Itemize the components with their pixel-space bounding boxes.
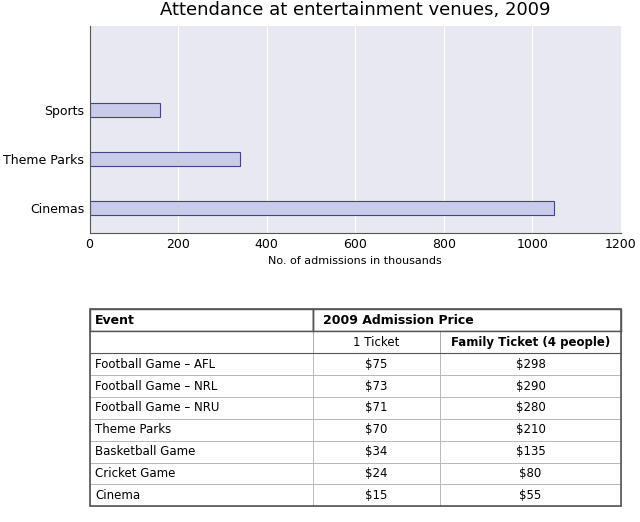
Bar (313, 375, 440, 397)
Text: $135: $135 (516, 445, 545, 458)
Text: Basketball Game: Basketball Game (95, 445, 195, 458)
Text: $298: $298 (516, 358, 545, 371)
Text: Cricket Game: Cricket Game (95, 467, 175, 480)
Bar (313, 331, 440, 353)
Bar (440, 462, 621, 484)
Text: Football Game – NRU: Football Game – NRU (95, 401, 220, 414)
Bar (440, 397, 621, 419)
Bar (440, 419, 621, 441)
Text: $70: $70 (365, 423, 388, 436)
Text: Football Game – AFL: Football Game – AFL (95, 358, 215, 371)
Bar (90, 375, 313, 397)
Bar (90, 201, 554, 215)
Text: $34: $34 (365, 445, 388, 458)
Text: Family Ticket (4 people): Family Ticket (4 people) (451, 336, 610, 349)
Bar (90, 331, 313, 353)
Bar (313, 462, 440, 484)
Text: $55: $55 (520, 489, 541, 502)
Bar (313, 397, 440, 419)
Bar (440, 375, 621, 397)
Text: Football Game – NRL: Football Game – NRL (95, 379, 218, 393)
Bar (90, 484, 313, 506)
Text: $24: $24 (365, 467, 388, 480)
Bar (90, 310, 313, 331)
Text: $290: $290 (516, 379, 545, 393)
Bar (90, 441, 313, 462)
Bar (313, 419, 440, 441)
Text: 1 Ticket: 1 Ticket (353, 336, 399, 349)
Bar (90, 103, 161, 116)
Bar (440, 484, 621, 506)
Bar (440, 331, 621, 353)
Bar (90, 152, 240, 166)
Bar (90, 419, 313, 441)
Bar (440, 441, 621, 462)
Bar (313, 441, 440, 462)
X-axis label: No. of admissions in thousands: No. of admissions in thousands (268, 256, 442, 266)
Text: $75: $75 (365, 358, 388, 371)
Text: Event: Event (95, 314, 135, 327)
Text: $210: $210 (516, 423, 545, 436)
Text: Theme Parks: Theme Parks (95, 423, 171, 436)
Bar (313, 484, 440, 506)
Bar (440, 353, 621, 375)
Bar (90, 462, 313, 484)
Text: $15: $15 (365, 489, 388, 502)
Bar (313, 310, 621, 331)
Text: $80: $80 (520, 467, 541, 480)
Bar (90, 353, 313, 375)
Text: 2009 Admission Price: 2009 Admission Price (323, 314, 474, 327)
Text: $71: $71 (365, 401, 388, 414)
Text: $73: $73 (365, 379, 388, 393)
Bar (313, 353, 440, 375)
Title: Attendance at entertainment venues, 2009: Attendance at entertainment venues, 2009 (160, 1, 550, 19)
Text: $280: $280 (516, 401, 545, 414)
Bar (90, 397, 313, 419)
Text: Cinema: Cinema (95, 489, 140, 502)
